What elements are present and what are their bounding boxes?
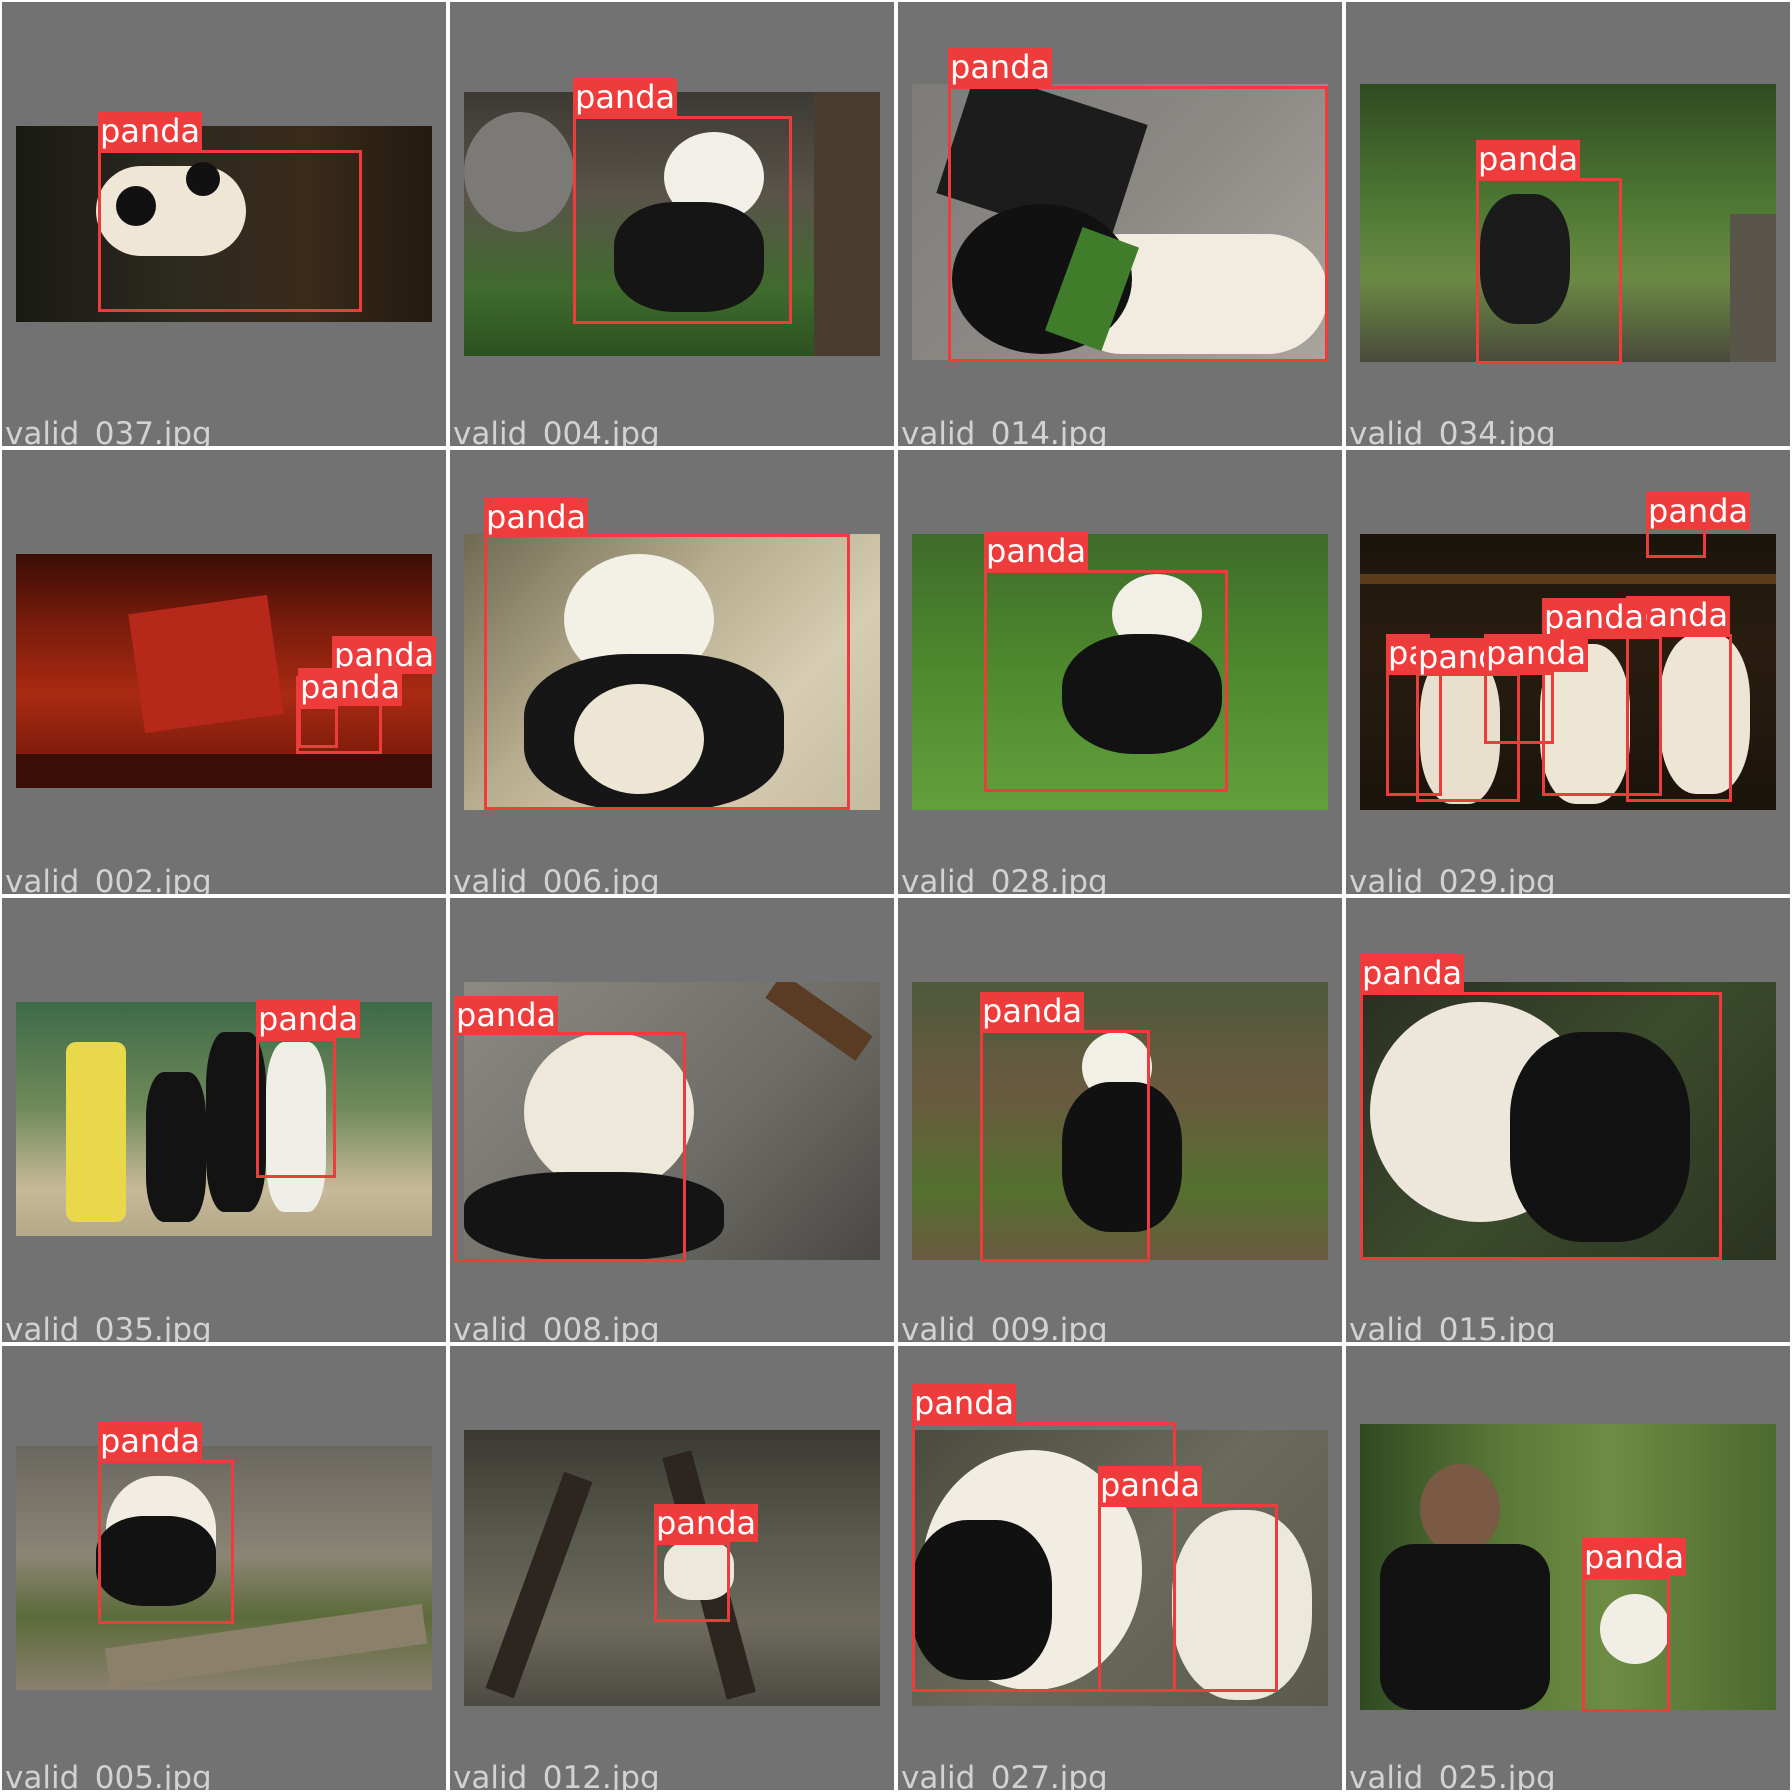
mosaic-tile: panda valid_037.jpg [2, 2, 446, 446]
detection-box [573, 116, 792, 324]
detection-label: panda [98, 112, 203, 150]
detection-box [98, 150, 362, 312]
detection-box [454, 1032, 686, 1262]
mosaic-tile: panda valid_012.jpg [450, 1346, 894, 1790]
image-filename: valid_006.jpg [453, 864, 660, 894]
detection-label: panda [573, 78, 678, 116]
detection-box [298, 706, 338, 748]
detection-label: panda [1360, 954, 1465, 992]
detection-box [1484, 672, 1554, 744]
image-filename: valid_035.jpg [5, 1312, 212, 1342]
detection-label: panda [980, 992, 1085, 1030]
photo [912, 534, 1328, 810]
detection-box [1582, 1576, 1670, 1712]
detection-label: panda [484, 498, 589, 536]
mosaic-tile: panda panda valid_027.jpg [898, 1346, 1342, 1790]
photo [16, 1002, 432, 1236]
detection-box [1098, 1504, 1278, 1692]
detection-label: panda [654, 1504, 759, 1542]
detection-box [948, 86, 1328, 362]
detection-label: panda [256, 1000, 361, 1038]
detection-label: panda [912, 1384, 1017, 1422]
detection-label: panda [948, 48, 1053, 86]
detection-label: panda [984, 532, 1089, 570]
photo [464, 1430, 880, 1706]
photo [16, 1446, 432, 1690]
photo [464, 534, 880, 810]
mosaic-tile: panda valid_004.jpg [450, 2, 894, 446]
mosaic-tile: panda valid_015.jpg [1346, 898, 1790, 1342]
detection-box [256, 1038, 336, 1178]
mosaic-tile: panda valid_009.jpg [898, 898, 1342, 1342]
mosaic-tile: panda valid_028.jpg [898, 450, 1342, 894]
detection-box [484, 534, 850, 810]
detection-box [98, 1460, 234, 1624]
photo [912, 84, 1328, 360]
image-filename: valid_004.jpg [453, 416, 660, 446]
detection-label: panda [1582, 1538, 1687, 1576]
detection-box [1626, 634, 1732, 802]
detection-label: panda [454, 996, 559, 1034]
image-filename: valid_025.jpg [1349, 1760, 1556, 1790]
detection-box [1542, 636, 1662, 796]
detection-label: panda [1646, 492, 1751, 530]
detection-label: panda [98, 1422, 203, 1460]
detection-box [1386, 672, 1442, 796]
mosaic-tile: panda valid_014.jpg [898, 2, 1342, 446]
image-filename: valid_015.jpg [1349, 1312, 1556, 1342]
image-filename: valid_037.jpg [5, 416, 212, 446]
photo [464, 982, 880, 1260]
image-filename: valid_012.jpg [453, 1760, 660, 1790]
photo [16, 126, 432, 322]
mosaic-tile: panda valid_006.jpg [450, 450, 894, 894]
photo [1360, 84, 1776, 362]
image-filename: valid_009.jpg [901, 1312, 1108, 1342]
mosaic-tile: panda valid_034.jpg [1346, 2, 1790, 446]
detection-label: panda [1542, 598, 1647, 636]
detection-box [1476, 178, 1622, 364]
image-filename: valid_034.jpg [1349, 416, 1556, 446]
detection-box [984, 570, 1228, 792]
image-filename: valid_008.jpg [453, 1312, 660, 1342]
detection-label: panda [1098, 1466, 1203, 1504]
detection-label: panda [298, 668, 403, 706]
detection-box [912, 1422, 1176, 1692]
photo [1360, 982, 1776, 1260]
photo [464, 92, 880, 356]
image-filename: valid_005.jpg [5, 1760, 212, 1790]
mosaic-tile: panda valid_035.jpg [2, 898, 446, 1342]
mosaic-tile: panda valid_005.jpg [2, 1346, 446, 1790]
detection-box [980, 1030, 1150, 1262]
detection-box [1360, 992, 1722, 1260]
mosaic-tile: panda panda valid_002.jpg [2, 450, 446, 894]
image-filename: valid_028.jpg [901, 864, 1108, 894]
mosaic-tile: panda valid_008.jpg [450, 898, 894, 1342]
image-filename: valid_027.jpg [901, 1760, 1108, 1790]
detection-box [654, 1542, 730, 1622]
detection-label: panda [1484, 634, 1589, 672]
image-filename: valid_029.jpg [1349, 864, 1556, 894]
photo [912, 1430, 1328, 1706]
mosaic-tile: panda valid_025.jpg [1346, 1346, 1790, 1790]
image-filename: valid_014.jpg [901, 416, 1108, 446]
detection-label: panda [332, 636, 437, 674]
image-filename: valid_002.jpg [5, 864, 212, 894]
photo [1360, 1424, 1776, 1710]
mosaic-tile: panda panda panda pa panda panda valid_0… [1346, 450, 1790, 894]
detection-label: panda [1476, 140, 1581, 178]
